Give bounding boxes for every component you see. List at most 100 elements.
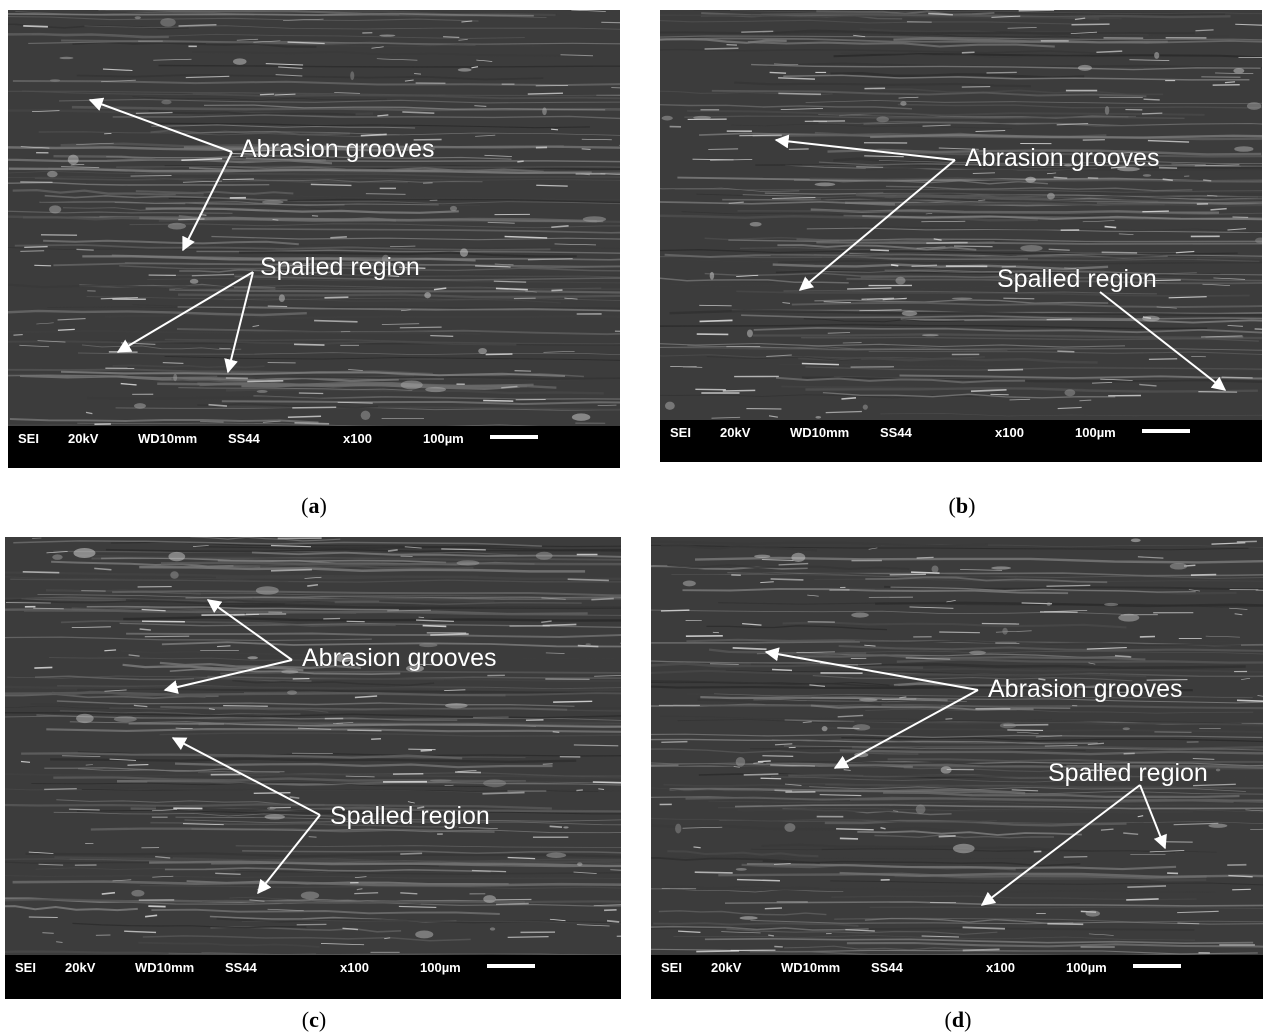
spall-particle	[546, 853, 566, 858]
info-bar-text: x100	[343, 431, 372, 446]
debris	[551, 129, 558, 130]
debris	[536, 185, 567, 186]
spall-particle	[754, 555, 770, 558]
spall-particle	[73, 548, 95, 558]
debris	[294, 423, 329, 424]
debris	[23, 26, 48, 27]
spall-particle	[490, 927, 495, 930]
spall-particle	[160, 18, 175, 27]
debris	[400, 327, 442, 328]
debris	[76, 249, 93, 250]
debris	[939, 836, 956, 837]
spall-particle	[1064, 389, 1075, 396]
debris	[1126, 899, 1158, 900]
debris	[215, 873, 240, 874]
info-bar-text: SEI	[18, 431, 39, 446]
debris	[223, 706, 268, 707]
info-bar-text: SEI	[670, 425, 691, 440]
spall-particle	[1208, 824, 1227, 828]
spall-particle	[791, 553, 805, 562]
spall-particle	[415, 931, 433, 939]
debris	[1071, 24, 1109, 25]
spall-particle	[1002, 628, 1007, 635]
debris	[1195, 30, 1213, 31]
debris	[962, 52, 975, 53]
debris	[774, 790, 792, 791]
debris	[1105, 227, 1117, 228]
debris	[695, 872, 733, 873]
spall-particle	[173, 374, 177, 381]
debris	[136, 112, 173, 113]
debris	[217, 646, 230, 647]
spall-particle	[710, 272, 714, 280]
debris	[254, 793, 291, 794]
debris	[1046, 585, 1090, 586]
debris	[593, 782, 626, 783]
debris	[708, 149, 738, 150]
panel-caption: (b)	[949, 493, 976, 518]
debris	[44, 789, 77, 790]
page: SEI20kVWD10mmSS44x100100µmAbrasion groov…	[0, 0, 1264, 1034]
debris	[1009, 399, 1030, 400]
spall-particle	[424, 292, 431, 298]
debris	[24, 247, 47, 248]
debris	[163, 363, 184, 364]
spall-particle	[784, 823, 795, 832]
scale-bar	[1142, 429, 1190, 433]
spall-particle	[401, 380, 423, 389]
debris	[576, 790, 582, 791]
debris	[771, 579, 804, 580]
debris	[34, 265, 51, 266]
debris	[954, 246, 993, 247]
spall-particle	[233, 58, 247, 65]
debris	[693, 847, 700, 848]
debris	[1045, 745, 1078, 746]
debris	[354, 893, 378, 894]
debris	[294, 344, 324, 345]
micrograph-panel: SEI20kVWD10mmSS44x100100µmAbrasion groov…	[600, 9, 1264, 518]
caption-part: (	[949, 493, 956, 518]
spall-particle	[563, 826, 568, 828]
caption-part: )	[964, 1007, 971, 1032]
spall-particle	[900, 101, 906, 106]
sem-image	[595, 537, 1264, 956]
debris	[1054, 177, 1068, 178]
spall-particle	[445, 703, 467, 708]
spall-particle	[168, 552, 185, 561]
debris	[288, 416, 321, 417]
debris	[705, 48, 739, 49]
spall-particle	[815, 183, 836, 187]
spall-particle	[953, 844, 975, 853]
debris	[421, 750, 432, 751]
spall-particle	[134, 403, 146, 409]
debris	[661, 610, 689, 611]
debris	[104, 650, 116, 651]
debris	[1232, 889, 1251, 890]
annotation-label: Abrasion grooves	[965, 144, 1160, 172]
info-bar-text: 20kV	[711, 960, 742, 975]
debris	[1149, 359, 1177, 360]
spall-particle	[583, 216, 606, 222]
debris	[762, 756, 793, 757]
debris	[699, 305, 731, 306]
debris	[443, 37, 459, 38]
debris	[1088, 178, 1098, 179]
spall-particle	[683, 581, 696, 587]
debris	[962, 87, 990, 88]
caption-part: d	[952, 1007, 964, 1032]
spall-particle	[49, 205, 61, 213]
panel-caption: (c)	[302, 1007, 326, 1032]
debris	[430, 634, 468, 635]
spall-particle	[1047, 602, 1051, 605]
spall-particle	[361, 411, 371, 420]
spall-particle	[1170, 563, 1187, 570]
info-bar-text: 100µm	[1066, 960, 1107, 975]
debris	[528, 93, 563, 94]
debris	[23, 572, 60, 573]
debris	[1007, 730, 1043, 731]
spall-particle	[750, 222, 762, 227]
debris	[772, 669, 792, 670]
debris	[661, 742, 687, 743]
spall-particle	[1247, 102, 1261, 110]
debris	[578, 646, 599, 647]
